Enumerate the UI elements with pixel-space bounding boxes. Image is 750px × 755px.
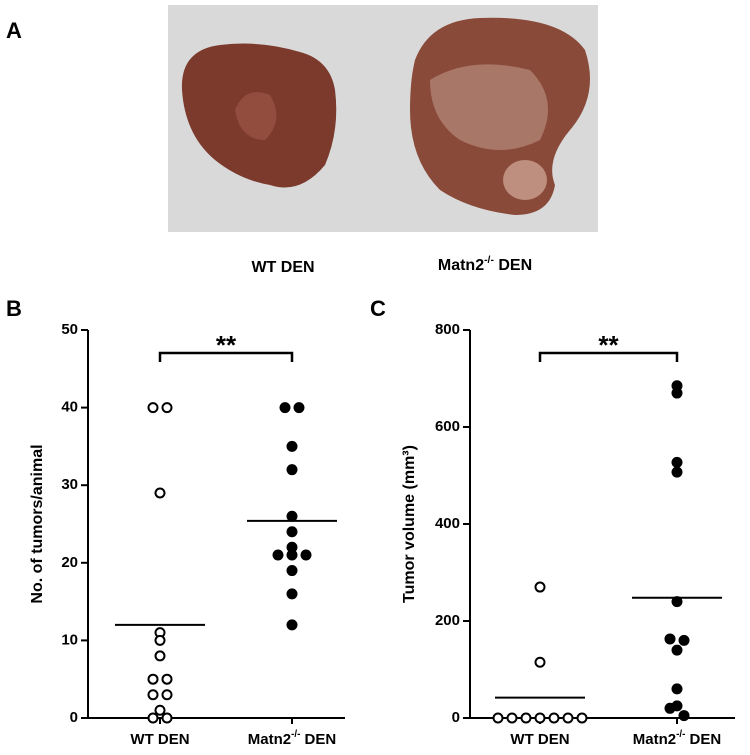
data-point (671, 644, 683, 656)
data-point (671, 683, 683, 695)
y-tick-label: 10 (61, 631, 78, 648)
data-point (678, 710, 690, 722)
data-point (534, 712, 546, 724)
y-tick-label: 40 (61, 399, 78, 416)
panel-label: C (370, 296, 386, 321)
data-point (147, 712, 159, 724)
data-point (664, 633, 676, 645)
data-point (154, 487, 166, 499)
data-point (286, 464, 298, 476)
data-point (506, 712, 518, 724)
y-tick-label: 200 (435, 612, 460, 629)
data-point (161, 689, 173, 701)
significance-bracket (158, 351, 294, 362)
data-point (664, 702, 676, 714)
data-point (147, 402, 159, 414)
data-point (678, 634, 690, 646)
y-tick-label: 50 (61, 321, 78, 338)
data-point (534, 581, 546, 593)
photo-label: Matn2-/- DEN (438, 255, 532, 274)
y-tick-label: 800 (435, 321, 460, 338)
data-point (562, 712, 574, 724)
data-point (154, 650, 166, 662)
data-point (671, 456, 683, 468)
y-tick-label: 30 (61, 476, 78, 493)
data-point (272, 549, 284, 561)
data-point (300, 549, 312, 561)
data-point (671, 466, 683, 478)
data-point (154, 704, 166, 716)
x-tick-label: WT DEN (130, 731, 189, 748)
data-point (161, 673, 173, 685)
data-point (293, 402, 305, 414)
significance-bracket (538, 351, 679, 362)
x-tick-label: WT DEN (510, 731, 569, 748)
data-point (286, 549, 298, 561)
significance-label: ** (598, 330, 619, 360)
data-point (492, 712, 504, 724)
panel-label: A (6, 18, 22, 43)
y-tick-label: 0 (452, 709, 460, 726)
y-tick-label: 20 (61, 554, 78, 571)
data-point (147, 689, 159, 701)
photo (168, 5, 598, 232)
data-point (279, 402, 291, 414)
significance-label: ** (216, 330, 237, 360)
y-tick-label: 600 (435, 418, 460, 435)
data-point (286, 440, 298, 452)
y-axis-label: Tumor volume (mm³) (401, 445, 418, 603)
data-point (154, 634, 166, 646)
data-point (147, 673, 159, 685)
x-tick-label: Matn2-/- DEN (633, 729, 721, 748)
data-point (520, 712, 532, 724)
data-point (671, 387, 683, 399)
y-tick-label: 0 (70, 709, 78, 726)
data-point (286, 619, 298, 631)
data-point (161, 402, 173, 414)
data-point (161, 712, 173, 724)
data-point (286, 565, 298, 577)
photo-label: WT DEN (251, 259, 314, 276)
y-tick-label: 400 (435, 515, 460, 532)
data-point (286, 510, 298, 522)
data-point (534, 656, 546, 668)
y-axis-label: No. of tumors/animal (29, 444, 46, 603)
x-tick-label: Matn2-/- DEN (248, 729, 336, 748)
panel-label: B (6, 296, 22, 321)
data-point (286, 588, 298, 600)
data-point (286, 526, 298, 538)
data-point (576, 712, 588, 724)
data-point (548, 712, 560, 724)
